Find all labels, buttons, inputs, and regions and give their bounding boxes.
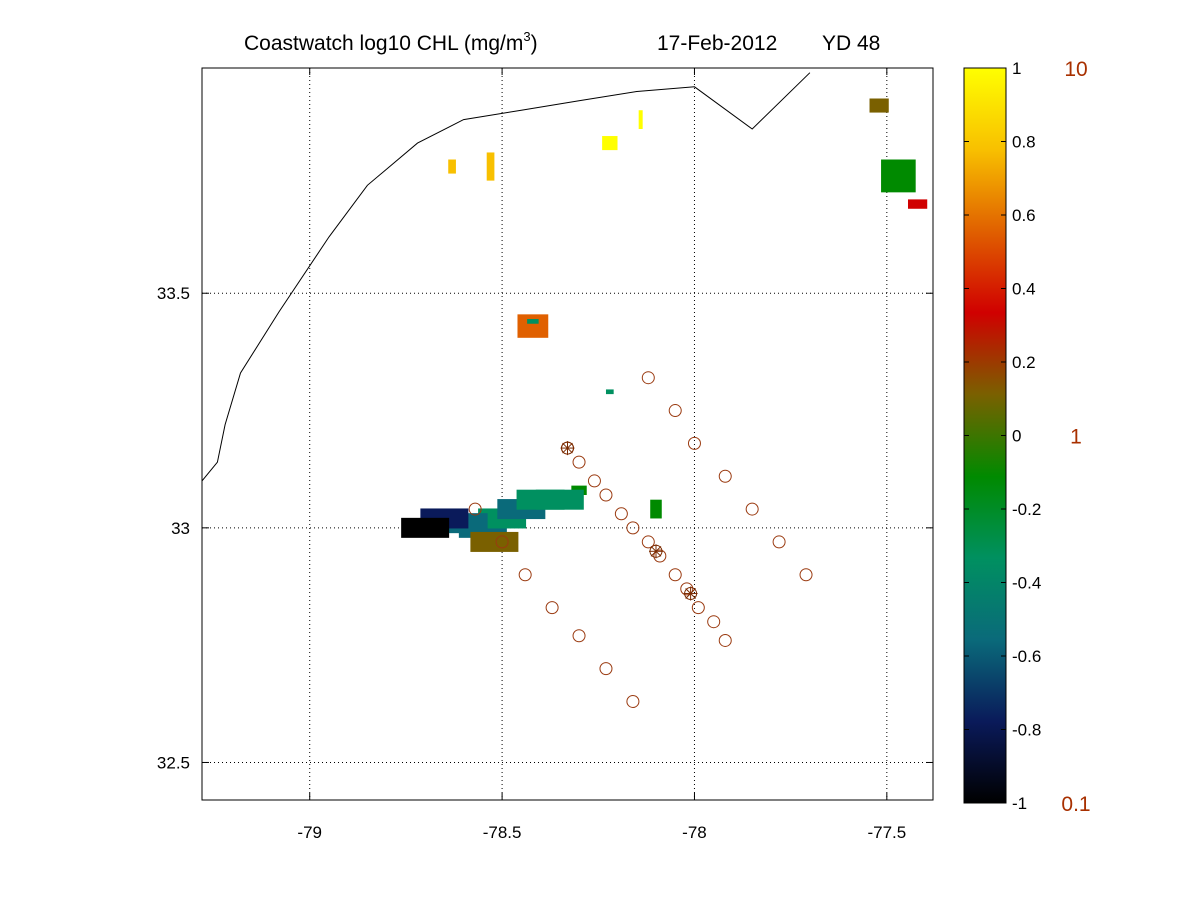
starred-station-marker: [648, 544, 663, 559]
station-markers: [468, 371, 813, 708]
station-marker: [626, 694, 640, 708]
station-marker: [614, 507, 628, 521]
station-marker: [668, 568, 682, 582]
x-tick-label: -77.5: [867, 823, 906, 842]
colorbar-ticks: 1 0.8 0.6 0.4 0.2 0 -0.2 -0.4 -0.6 -0.8 -1: [964, 59, 1041, 813]
title-date: 17-Feb-2012: [657, 32, 777, 55]
station-marker: [626, 521, 640, 535]
station-marker: [691, 601, 705, 615]
concentration-label: 10: [1064, 58, 1087, 81]
station-marker: [468, 502, 482, 516]
station-marker: [718, 469, 732, 483]
chlorophyll-pixels: [401, 98, 928, 552]
chl-patch: [605, 389, 614, 395]
chl-patch: [486, 152, 495, 181]
title-superscript: 3: [523, 29, 530, 44]
station-marker: [641, 535, 655, 549]
colorbar-tick-label: 1: [1012, 59, 1021, 78]
station-marker: [718, 633, 732, 647]
title-main: Coastwatch log10 CHL (mg/m: [244, 32, 523, 55]
colorbar-tick-label: -0.8: [1012, 721, 1041, 740]
station-marker: [545, 601, 559, 615]
station-marker: [599, 488, 613, 502]
coastline-layer: [202, 72, 811, 482]
station-marker: [518, 568, 532, 582]
plume-pixel: [401, 517, 450, 538]
station-marker: [599, 662, 613, 676]
colorbar-tick-label: 0.4: [1012, 280, 1036, 299]
y-tick-label: 33.5: [157, 284, 190, 303]
map-frame: [201, 67, 934, 801]
colorbar-tick-label: 0.2: [1012, 353, 1036, 372]
plume-pixel: [535, 489, 584, 510]
station-marker: [668, 404, 682, 418]
coastline: [202, 72, 811, 482]
station-marker: [495, 535, 509, 549]
chl-patch: [527, 319, 539, 324]
chl-patch: [869, 98, 889, 113]
svg-text:Coastwatch log10 CHL (mg/m3): Coastwatch log10 CHL (mg/m3): [244, 29, 538, 55]
chl-patch: [602, 136, 618, 151]
colorbar-gradient: [964, 68, 1006, 803]
colorbar-tick-label: 0.8: [1012, 133, 1036, 152]
concentration-labels: 10 1 0.1: [1061, 58, 1090, 816]
starred-station-marker: [683, 586, 698, 601]
chl-patch: [448, 159, 456, 174]
title-close: ): [531, 32, 538, 55]
station-marker: [687, 436, 701, 450]
x-tick-label: -78.5: [483, 823, 522, 842]
starred-station-marker: [560, 441, 575, 456]
x-tick-label: -79: [297, 823, 322, 842]
chl-patch: [517, 314, 549, 338]
figure-title: Coastwatch log10 CHL (mg/m3) 17-Feb-2012…: [244, 29, 880, 55]
station-marker: [572, 629, 586, 643]
colorbar-tick-label: 0: [1012, 427, 1021, 446]
chl-patch: [638, 110, 643, 129]
axis-ticks: -79 -78.5 -78 -77.5 32.5 33 33.5: [157, 68, 933, 842]
station-marker: [799, 568, 813, 582]
colorbar-tick-label: -0.2: [1012, 500, 1041, 519]
colorbar-tick-label: -0.4: [1012, 574, 1041, 593]
colorbar-tick-label: 0.6: [1012, 206, 1036, 225]
map-background: [202, 68, 933, 800]
map-axes: -79 -78.5 -78 -77.5 32.5 33 33.5: [157, 67, 934, 842]
chl-patch: [650, 499, 662, 519]
chl-patch: [907, 199, 928, 209]
station-marker: [587, 474, 601, 488]
y-tick-label: 33: [171, 519, 190, 538]
x-tick-label: -78: [682, 823, 707, 842]
chl-patch: [881, 159, 916, 193]
colorbar-tick-label: -1: [1012, 794, 1027, 813]
title-yearday: YD 48: [822, 32, 880, 55]
concentration-label: 0.1: [1061, 793, 1090, 816]
y-tick-label: 32.5: [157, 753, 190, 772]
station-marker: [572, 455, 586, 469]
plume-pixel: [470, 531, 519, 552]
station-marker: [641, 371, 655, 385]
station-marker: [772, 535, 786, 549]
station-marker: [680, 582, 694, 596]
station-marker: [653, 549, 667, 563]
station-marker: [745, 502, 759, 516]
colorbar-tick-label: -0.6: [1012, 647, 1041, 666]
concentration-label: 1: [1070, 426, 1082, 449]
colorbar: 1 0.8 0.6 0.4 0.2 0 -0.2 -0.4 -0.6 -0.8 -1 10 1 0.1: [963, 58, 1091, 816]
station-marker: [707, 615, 721, 629]
